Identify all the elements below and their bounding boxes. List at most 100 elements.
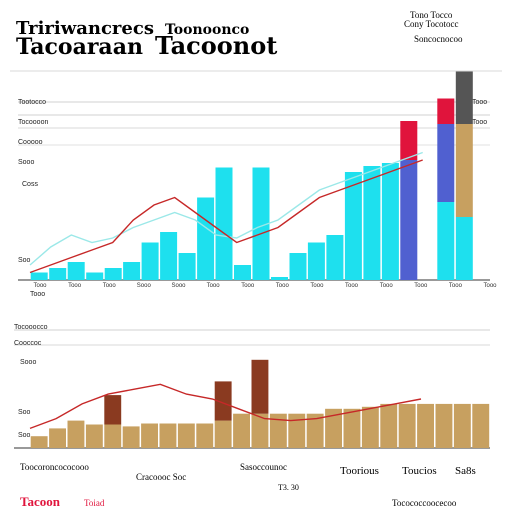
bottom-bar-s1-25 — [472, 403, 490, 448]
top-xtick-3: Tooo — [103, 283, 117, 289]
top-bar-s1-14 — [271, 277, 288, 280]
top-xtick-7: Tooo — [241, 283, 255, 289]
top-right-line1: Tono Tocco — [410, 10, 453, 20]
top-xtick-13: Tooo — [449, 283, 463, 289]
top-bar-s1-16 — [307, 242, 325, 280]
footer-caption-3: Sasoccounoc — [240, 462, 287, 472]
top-bar-s1-24 — [455, 217, 473, 280]
top-bar-s1-23 — [437, 202, 455, 280]
bottom-bar-s1-19 — [361, 406, 379, 448]
top-bar-s1-8 — [160, 232, 178, 280]
top-bar-s1-12 — [234, 265, 251, 280]
bottom-bar-s1-14 — [269, 413, 287, 448]
top-xtick-1: Tooo — [33, 283, 47, 289]
bottom-bar-s1-7 — [141, 423, 158, 448]
bottom-bar-s2-13 — [251, 359, 269, 414]
footer-brand-suffix: Toiad — [84, 498, 105, 508]
top-bar-s1-13 — [252, 167, 270, 280]
bottom-bar-s1-23 — [435, 403, 453, 448]
top-bar-s1-9 — [178, 253, 196, 280]
top-bar-s2-21 — [400, 160, 418, 280]
bottom-bar-s1-20 — [380, 403, 398, 448]
bottom-bar-s1-2 — [49, 428, 66, 448]
top-header-label-4: Sooo — [18, 159, 34, 166]
top-xticks: Tooo Tooo Tooo Sooo Sooo Tooo Tooo Tooo Tooo Tooo… — [33, 283, 497, 289]
top-xtick-10: Tooo — [345, 283, 359, 289]
top-right-label-2: Tooo — [472, 119, 487, 126]
top-bars — [30, 71, 473, 280]
bottom-bar-s1-12 — [233, 413, 250, 448]
top-lines — [29, 151, 423, 274]
top-line-2 — [29, 159, 423, 274]
top-bar-s1-3 — [67, 262, 85, 280]
top-bar-s3-21 — [400, 121, 418, 160]
footer-caption-6: Sa8s — [455, 465, 476, 477]
bottom-header-label-4: Soo — [18, 409, 31, 416]
footer-bottom-right: Tocococcoocecoo — [392, 498, 457, 508]
bottom-bar-s1-8 — [159, 423, 177, 448]
top-bar-s1-5 — [104, 268, 122, 280]
bottom-bar-s1-13 — [251, 413, 269, 448]
top-bar-s1-18 — [344, 172, 362, 280]
top-panel: Tootocco Tocoooon Cooooo Sooo Coss Soo T… — [18, 71, 497, 298]
top-bar-s1-15 — [289, 253, 307, 280]
top-bar-s1-10 — [197, 197, 215, 280]
top-bar-s2-23 — [437, 124, 455, 202]
bottom-bars — [30, 359, 490, 448]
top-bar-s1-1 — [30, 272, 48, 280]
top-bar-s1-17 — [326, 235, 344, 280]
top-bar-s5-24 — [455, 71, 473, 124]
bottom-bar-s1-3 — [67, 420, 85, 448]
footer-brand: Tacoon — [20, 494, 61, 509]
top-xtick-2: Tooo — [68, 283, 82, 289]
top-header-label-5: Coss — [22, 181, 38, 188]
footer-caption-3-sub: T3. 30 — [278, 483, 299, 492]
top-bar-s1-6 — [123, 262, 141, 280]
top-xtick-14: Tooo — [483, 283, 497, 289]
top-right-line3: Soncocnocoo — [414, 34, 463, 44]
bottom-bar-s1-9 — [177, 423, 195, 448]
top-header-label-3: Cooooo — [18, 139, 43, 146]
top-right-line2: Cony Tocotocc — [404, 19, 458, 29]
bottom-bar-s1-4 — [85, 424, 103, 448]
bottom-header-label-3: Sooo — [20, 359, 36, 366]
footer-caption-2: Cracoooc Soc — [136, 472, 186, 482]
bottom-bar-s1-16 — [306, 413, 324, 448]
title-center-small: Toonoonco — [165, 22, 249, 38]
bottom-bar-s2-5 — [104, 395, 122, 425]
bottom-header-label-1: Tocooocco — [14, 324, 48, 331]
top-bar-s4-24 — [455, 124, 473, 217]
bottom-bar-s2-11 — [214, 381, 232, 421]
bottom-bar-s1-11 — [214, 420, 232, 448]
top-xtick-8: Tooo — [276, 283, 290, 289]
title-line2: Tacoaraan — [16, 34, 143, 60]
bottom-bar-s1-5 — [104, 424, 122, 448]
bottom-bar-s1-1 — [30, 436, 48, 448]
top-xtick-5: Sooo — [171, 283, 186, 289]
top-xtick-11: Tooo — [380, 283, 394, 289]
top-xtick-4: Sooo — [137, 283, 152, 289]
bottom-header-label-5: Soo — [18, 432, 31, 439]
top-ytick-1: Soo — [18, 257, 31, 264]
top-bar-s1-11 — [215, 167, 233, 280]
top-xtick-6: Tooo — [207, 283, 221, 289]
bottom-bar-s1-22 — [417, 403, 434, 448]
top-bar-s1-19 — [363, 166, 381, 280]
title-line1: Tririwancrecs — [16, 18, 154, 39]
top-bar-s1-20 — [381, 163, 399, 280]
top-xtick-9: Tooo — [310, 283, 324, 289]
footer-caption-4: Toorious — [340, 465, 379, 477]
bottom-bar-s1-15 — [288, 413, 306, 448]
bottom-lines — [29, 383, 422, 430]
top-bar-s3-23 — [437, 98, 455, 124]
bottom-bar-s1-17 — [325, 408, 342, 448]
bottom-bar-s1-18 — [343, 408, 361, 448]
bottom-line-1 — [29, 383, 422, 430]
top-bar-s1-4 — [86, 272, 104, 280]
top-x-sublabel: Tooo — [30, 291, 45, 298]
top-header-label-2: Tocoooon — [18, 119, 48, 126]
bottom-panel: Tocooocco Cooccoc Sooo Soo Soo — [14, 324, 490, 449]
bottom-bar-s1-10 — [196, 423, 214, 448]
bottom-bar-s1-21 — [398, 403, 416, 448]
top-line-1 — [29, 151, 423, 266]
